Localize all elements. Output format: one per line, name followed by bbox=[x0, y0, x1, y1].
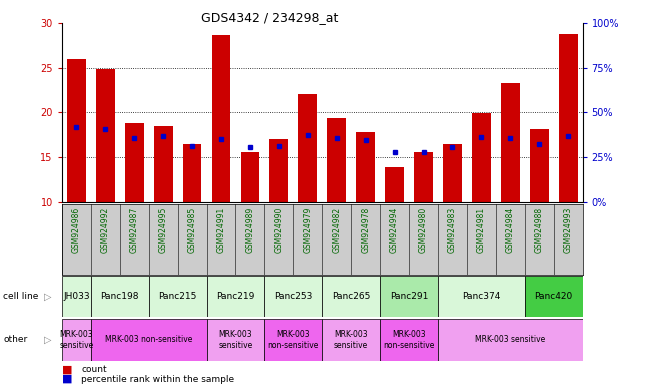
Text: Panc215: Panc215 bbox=[158, 292, 197, 301]
Text: MRK-003 non-sensitive: MRK-003 non-sensitive bbox=[105, 335, 192, 344]
Bar bbox=[264, 276, 322, 317]
Bar bbox=[322, 276, 380, 317]
Text: GSM924990: GSM924990 bbox=[274, 207, 283, 253]
Bar bbox=[62, 276, 90, 317]
Bar bbox=[298, 94, 317, 202]
Text: percentile rank within the sample: percentile rank within the sample bbox=[81, 374, 234, 384]
Text: ■: ■ bbox=[62, 365, 72, 375]
Bar bbox=[525, 276, 583, 317]
Text: GSM924981: GSM924981 bbox=[477, 207, 486, 253]
Text: GSM924986: GSM924986 bbox=[72, 207, 81, 253]
Text: Panc374: Panc374 bbox=[462, 292, 501, 301]
Text: GSM924978: GSM924978 bbox=[361, 207, 370, 253]
Text: GSM924989: GSM924989 bbox=[245, 207, 255, 253]
Bar bbox=[322, 319, 380, 361]
Bar bbox=[380, 319, 438, 361]
Text: MRK-003
sensitive: MRK-003 sensitive bbox=[59, 330, 94, 349]
Bar bbox=[270, 139, 288, 202]
Bar bbox=[90, 276, 148, 317]
Text: Panc219: Panc219 bbox=[216, 292, 255, 301]
Bar bbox=[530, 129, 549, 202]
Text: GSM924985: GSM924985 bbox=[187, 207, 197, 253]
Text: Panc265: Panc265 bbox=[332, 292, 370, 301]
Text: GSM924980: GSM924980 bbox=[419, 207, 428, 253]
Bar bbox=[206, 319, 264, 361]
Text: MRK-003
sensitive: MRK-003 sensitive bbox=[218, 330, 253, 349]
Text: GSM924995: GSM924995 bbox=[159, 207, 167, 253]
Text: other: other bbox=[3, 335, 27, 344]
Bar bbox=[380, 276, 438, 317]
Bar bbox=[559, 34, 577, 202]
Text: MRK-003
sensitive: MRK-003 sensitive bbox=[334, 330, 368, 349]
Bar bbox=[240, 152, 259, 202]
Bar bbox=[90, 319, 206, 361]
Text: MRK-003
non-sensitive: MRK-003 non-sensitive bbox=[383, 330, 435, 349]
Text: GSM924982: GSM924982 bbox=[332, 207, 341, 253]
Text: GSM924992: GSM924992 bbox=[101, 207, 110, 253]
Bar bbox=[183, 144, 201, 202]
Text: MRK-003 sensitive: MRK-003 sensitive bbox=[475, 335, 546, 344]
Bar bbox=[438, 319, 583, 361]
Bar bbox=[501, 83, 519, 202]
Text: Panc198: Panc198 bbox=[100, 292, 139, 301]
Bar bbox=[62, 319, 90, 361]
Bar bbox=[154, 126, 173, 202]
Text: Panc420: Panc420 bbox=[534, 292, 573, 301]
Text: GSM924988: GSM924988 bbox=[534, 207, 544, 253]
Text: ▷: ▷ bbox=[44, 291, 52, 302]
Text: GDS4342 / 234298_at: GDS4342 / 234298_at bbox=[201, 12, 339, 25]
Text: GSM924993: GSM924993 bbox=[564, 207, 573, 253]
Bar bbox=[443, 144, 462, 202]
Bar bbox=[212, 35, 230, 202]
Text: Panc253: Panc253 bbox=[274, 292, 312, 301]
Bar bbox=[264, 319, 322, 361]
Text: ■: ■ bbox=[62, 374, 72, 384]
Bar bbox=[356, 132, 375, 202]
Bar bbox=[67, 59, 86, 202]
Bar bbox=[327, 118, 346, 202]
Bar bbox=[472, 113, 491, 202]
Text: GSM924979: GSM924979 bbox=[303, 207, 312, 253]
Bar bbox=[414, 152, 433, 202]
Text: cell line: cell line bbox=[3, 292, 38, 301]
Text: count: count bbox=[81, 365, 107, 374]
Text: GSM924991: GSM924991 bbox=[217, 207, 225, 253]
Bar bbox=[125, 123, 144, 202]
Text: GSM924984: GSM924984 bbox=[506, 207, 515, 253]
Text: GSM924994: GSM924994 bbox=[390, 207, 399, 253]
Text: JH033: JH033 bbox=[63, 292, 90, 301]
Bar bbox=[385, 167, 404, 202]
Bar bbox=[438, 276, 525, 317]
Text: GSM924987: GSM924987 bbox=[130, 207, 139, 253]
Text: ▷: ▷ bbox=[44, 335, 52, 345]
Bar bbox=[148, 276, 206, 317]
Bar bbox=[206, 276, 264, 317]
Text: GSM924983: GSM924983 bbox=[448, 207, 457, 253]
Text: MRK-003
non-sensitive: MRK-003 non-sensitive bbox=[268, 330, 319, 349]
Text: Panc291: Panc291 bbox=[390, 292, 428, 301]
Bar bbox=[96, 70, 115, 202]
